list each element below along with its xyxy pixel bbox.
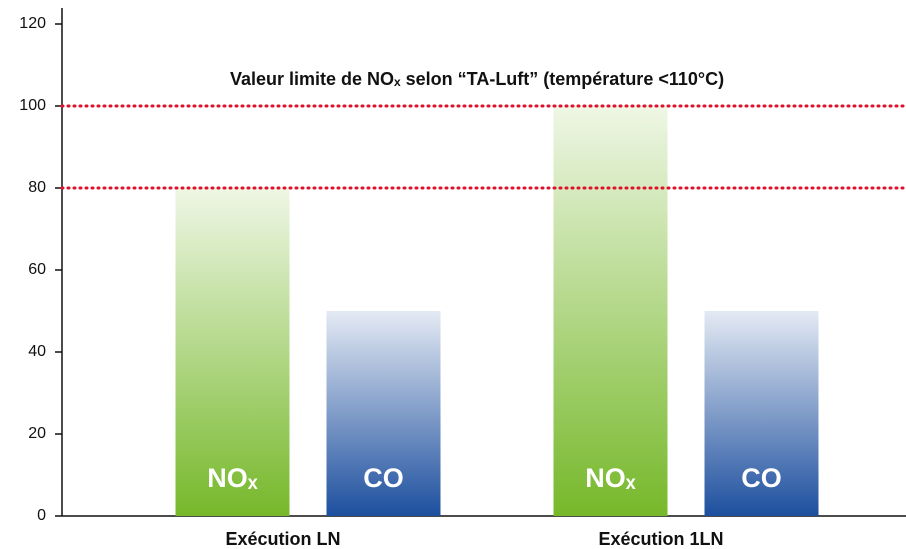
y-tick-label: 40: [28, 343, 46, 360]
y-tick-label: 80: [28, 179, 46, 196]
bar-label: NOₓ: [207, 463, 258, 493]
x-tick-label: Exécution LN: [225, 529, 340, 549]
bar-label: NOₓ: [585, 463, 636, 493]
bar: [553, 106, 668, 516]
y-tick-label: 0: [37, 507, 46, 524]
y-tick-label: 100: [19, 97, 46, 114]
bar-label: CO: [741, 463, 782, 493]
y-tick-label: 60: [28, 261, 46, 278]
y-tick-label: 120: [19, 15, 46, 32]
annotation: Valeur limite de NOₓ selon “TA-Luft” (te…: [230, 69, 724, 89]
bar: [175, 188, 290, 516]
x-tick-label: Exécution 1LN: [598, 529, 723, 549]
y-tick-label: 20: [28, 425, 46, 442]
bar: [704, 311, 819, 516]
bar: [326, 311, 441, 516]
bar-label: CO: [363, 463, 404, 493]
